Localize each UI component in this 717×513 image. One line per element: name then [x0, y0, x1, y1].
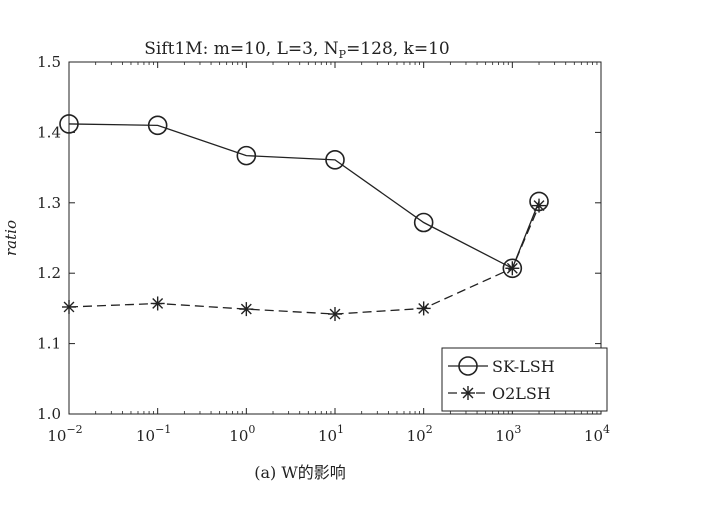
- data-point-o2lsh: [328, 307, 342, 322]
- series-line-o2lsh: [68, 205, 540, 315]
- chart-title: Sift1M: m=10, L=3, NP=128, k=10: [144, 39, 450, 61]
- x-tick-label: 101: [318, 423, 344, 445]
- data-point-o2lsh: [416, 301, 431, 316]
- y-tick-label: 1.3: [37, 194, 61, 212]
- data-point-sk-lsh: [325, 150, 345, 170]
- plot-frame: [68, 61, 602, 415]
- data-point-sk-lsh: [413, 212, 434, 233]
- data-point-o2lsh: [62, 299, 76, 314]
- x-tick-label: 104: [584, 423, 610, 445]
- y-tick-label: 1.0: [37, 405, 61, 423]
- data-point-sk-lsh: [147, 115, 168, 136]
- legend-box: [441, 347, 608, 412]
- x-tick-label: 102: [407, 423, 433, 445]
- legend: SK-LSH O2LSH: [441, 347, 608, 412]
- data-point-o2lsh: [150, 296, 165, 311]
- x-tick-label: 100: [229, 423, 255, 445]
- y-tick-label: 1.1: [37, 335, 61, 353]
- data-point-sk-lsh: [236, 145, 257, 166]
- data-point-sk-lsh: [59, 114, 79, 134]
- x-tick-label: 10−1: [136, 423, 171, 445]
- y-tick-label: 1.4: [37, 123, 61, 141]
- tick-labels: 10−2 10−1 100 101 102 103 104 1.0 1.1 1.2 1.3 1.4 1.…: [37, 53, 610, 445]
- data-point-sk-lsh: [502, 258, 523, 279]
- x-tick-label: 103: [495, 423, 521, 445]
- series-layer: [59, 114, 549, 322]
- y-tick-label: 1.2: [37, 264, 61, 282]
- legend-label: O2LSH: [492, 384, 551, 403]
- y-tick-label: 1.5: [37, 53, 61, 71]
- y-axis-label: ratio: [2, 220, 20, 256]
- x-tick-label: 10−2: [47, 423, 82, 445]
- series-line-sk-lsh: [68, 123, 540, 270]
- legend-marker: [458, 356, 478, 376]
- figure-caption: (a) W的影响: [254, 463, 346, 482]
- legend-label: SK-LSH: [492, 357, 555, 376]
- data-point-o2lsh: [532, 198, 547, 213]
- data-point-o2lsh: [505, 261, 520, 276]
- legend-marker: [461, 386, 475, 400]
- data-point-o2lsh: [239, 302, 254, 317]
